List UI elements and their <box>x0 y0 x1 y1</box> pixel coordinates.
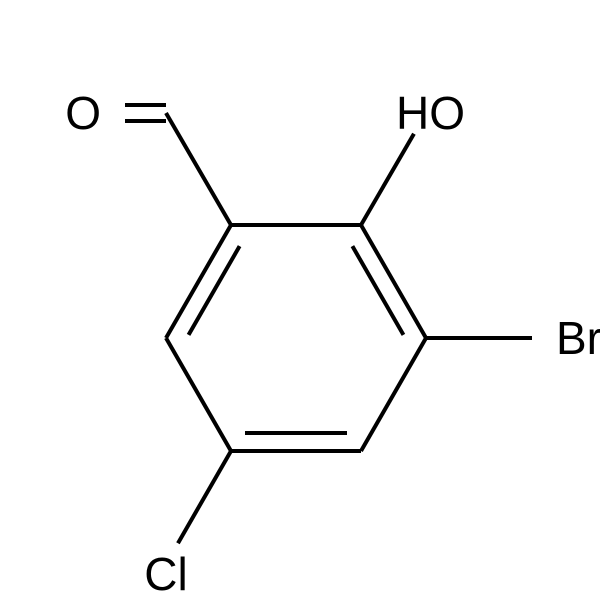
atom-label-br: Br <box>556 312 600 364</box>
molecule-structure: O HO Br Cl <box>0 0 600 600</box>
bond <box>361 134 414 225</box>
bond <box>166 113 231 225</box>
atom-label-o9: HO <box>396 87 465 139</box>
atom-label-o8: O <box>65 87 101 139</box>
bond <box>361 338 426 451</box>
bond <box>352 246 403 335</box>
bond <box>189 246 240 335</box>
bond <box>166 338 231 451</box>
atom-label-cl: Cl <box>144 548 187 600</box>
bond <box>178 451 231 543</box>
